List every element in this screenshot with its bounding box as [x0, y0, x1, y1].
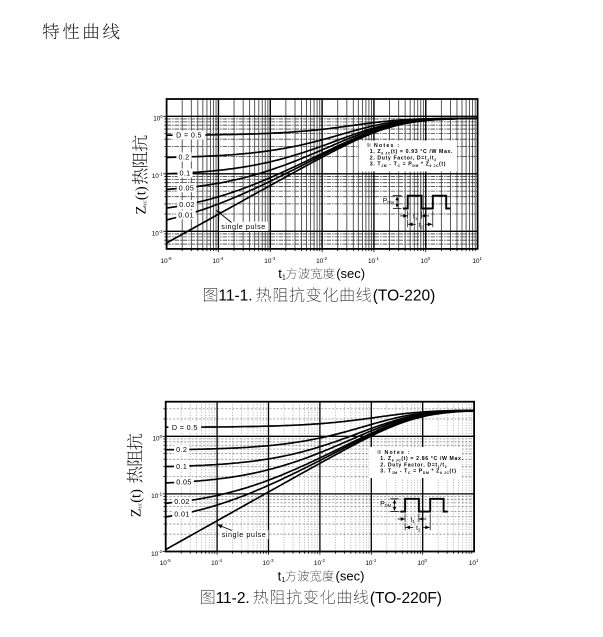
svg-text:0.2: 0.2 [178, 153, 189, 162]
svg-text:11-1.: 11-1. [218, 288, 252, 305]
svg-text:10-5: 10-5 [160, 558, 172, 567]
svg-text:single pulse: single pulse [222, 530, 267, 539]
svg-text:2. Duty Factor, D=t1/t2: 2. Duty Factor, D=t1/t2 [380, 462, 447, 468]
svg-text:Notes :: Notes : [385, 450, 411, 456]
svg-text:0.02: 0.02 [174, 497, 189, 506]
svg-text:(TO-220): (TO-220) [373, 288, 436, 305]
svg-text:10-4: 10-4 [212, 256, 224, 265]
svg-text:3. TJM - TC = PDM * Zθ JC(t): 3. TJM - TC = PDM * Zθ JC(t) [380, 469, 456, 475]
svg-text:0.01: 0.01 [178, 210, 193, 219]
svg-text:1. Zθ JC(t) = 2.86 °C /W Max.: 1. Zθ JC(t) = 2.86 °C /W Max. [380, 456, 463, 462]
svg-text:1. Zθ JC(t) = 0.93 °C /W Max.: 1. Zθ JC(t) = 0.93 °C /W Max. [370, 149, 453, 155]
svg-text:10-2: 10-2 [151, 549, 163, 558]
svg-text:10-1: 10-1 [368, 256, 380, 265]
svg-text:10-3: 10-3 [263, 558, 275, 567]
svg-text:101: 101 [469, 558, 479, 567]
svg-text:101: 101 [472, 256, 482, 265]
svg-text:t1: t1 [278, 569, 286, 585]
svg-text:(sec): (sec) [336, 266, 365, 281]
svg-text:100: 100 [153, 114, 163, 123]
svg-text:0.02: 0.02 [179, 200, 194, 209]
svg-text:0.05: 0.05 [179, 183, 194, 192]
svg-text:(TO-220F): (TO-220F) [370, 590, 442, 607]
svg-text:PDM: PDM [383, 198, 395, 205]
svg-text:single pulse: single pulse [221, 222, 266, 231]
svg-text:Notes :: Notes : [374, 143, 400, 149]
svg-text:100: 100 [417, 558, 427, 567]
svg-text:10-1: 10-1 [365, 558, 377, 567]
svg-text:10-4: 10-4 [211, 558, 223, 567]
svg-text:ZθJC(t): ZθJC(t) [133, 186, 149, 214]
svg-text:10-1: 10-1 [152, 171, 164, 180]
svg-text:ZθJC(t): ZθJC(t) [129, 489, 145, 517]
svg-text:11-2.: 11-2. [216, 590, 250, 607]
svg-text:0.2: 0.2 [176, 445, 187, 454]
svg-text:3. TJM - TC = PDM * Zθ JC(t): 3. TJM - TC = PDM * Zθ JC(t) [370, 162, 446, 168]
svg-text:D = 0.5: D = 0.5 [172, 423, 198, 432]
svg-text:t1: t1 [410, 517, 415, 524]
svg-text:10-5: 10-5 [161, 256, 173, 265]
svg-text:0.1: 0.1 [176, 462, 187, 471]
svg-text:D = 0.5: D = 0.5 [176, 131, 202, 140]
svg-text:0.01: 0.01 [174, 510, 189, 519]
svg-text:(sec): (sec) [336, 569, 365, 584]
svg-text:10-3: 10-3 [264, 256, 276, 265]
svg-text:t1: t1 [278, 266, 286, 282]
svg-text:2. Duty Factor, D=t1/t2: 2. Duty Factor, D=t1/t2 [370, 155, 437, 161]
svg-text:t2: t2 [419, 222, 424, 229]
svg-text:10-2: 10-2 [152, 229, 164, 238]
svg-text:100: 100 [153, 434, 163, 443]
svg-text:PDM: PDM [380, 501, 392, 508]
svg-text:t1: t1 [413, 214, 418, 221]
svg-text:10-1: 10-1 [151, 491, 163, 500]
svg-text:100: 100 [421, 256, 431, 265]
svg-text:t2: t2 [416, 525, 421, 532]
svg-text:0.05: 0.05 [176, 478, 191, 487]
svg-text:10-2: 10-2 [314, 558, 326, 567]
svg-text:10-2: 10-2 [316, 256, 328, 265]
svg-text:0.1: 0.1 [179, 169, 190, 178]
